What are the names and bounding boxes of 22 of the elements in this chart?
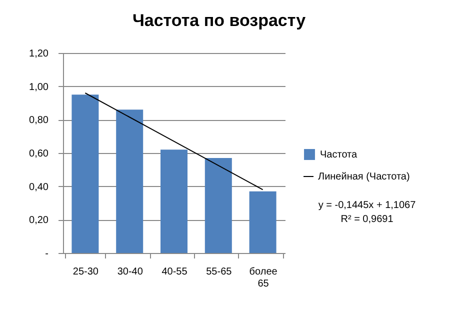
y-tick-label: 0,60 [29,148,49,160]
y-tick-label: 1,20 [29,48,49,60]
x-tick-label: 30-40 [117,266,144,278]
y-tick-label: 0,40 [29,182,49,193]
text: R² = 0,9691 [340,214,394,225]
legend-label: Линейная (Частота) [318,172,410,182]
y-tick-label: - [45,248,48,260]
bar [160,150,188,253]
x-tick-label: 25-30 [72,266,99,278]
y-tick-label: 0,80 [29,115,49,126]
bar [116,110,144,253]
y-tick-label: 1,00 [29,82,49,93]
bar [204,158,232,253]
text: y = -0,1445x + 1,1067 [318,200,416,211]
x-tick-label: более 65 [249,266,278,290]
x-tick-label: 40-55 [162,266,188,278]
legend-label: Частота [320,150,358,160]
bar [72,94,99,253]
x-tick-label: 55-65 [206,266,232,278]
chart-title: Частота по возрасту [132,11,306,30]
bar [249,191,276,253]
y-tick-label: 0,20 [29,215,49,226]
